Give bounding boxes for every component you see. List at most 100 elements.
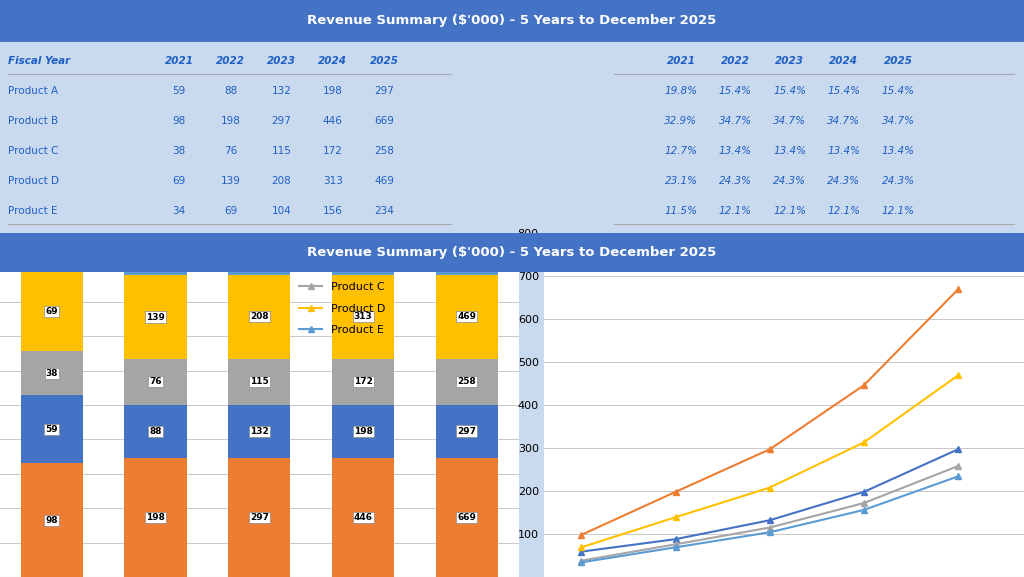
Bar xyxy=(436,358,498,404)
Text: 139: 139 xyxy=(146,313,165,321)
Text: 69: 69 xyxy=(45,307,58,316)
Bar xyxy=(20,232,83,271)
Text: 234: 234 xyxy=(374,206,394,216)
Text: Revenue Summary ($'000) - 5 Years to December 2025: Revenue Summary ($'000) - 5 Years to Dec… xyxy=(307,14,717,27)
Text: 13.4%: 13.4% xyxy=(773,146,806,156)
Text: 34.7%: 34.7% xyxy=(773,116,806,126)
Text: 13.4%: 13.4% xyxy=(827,146,860,156)
Text: 1,927: 1,927 xyxy=(368,236,400,246)
Text: Product C: Product C xyxy=(8,146,58,156)
Bar xyxy=(20,463,83,577)
Bar xyxy=(125,234,186,275)
Text: 100.0%: 100.0% xyxy=(768,236,811,246)
Text: 38: 38 xyxy=(173,146,185,156)
Bar xyxy=(228,405,291,458)
Text: 98: 98 xyxy=(45,516,58,524)
Bar xyxy=(228,275,291,359)
Text: 76: 76 xyxy=(150,377,162,387)
Text: 2025: 2025 xyxy=(884,56,912,66)
Bar xyxy=(125,359,186,404)
Text: 469: 469 xyxy=(458,312,476,321)
Text: 2022: 2022 xyxy=(721,56,750,66)
Text: 2021: 2021 xyxy=(667,56,695,66)
Text: 669: 669 xyxy=(458,513,476,522)
Text: 571: 571 xyxy=(219,236,242,246)
Text: 156: 156 xyxy=(323,206,343,216)
Text: 24.3%: 24.3% xyxy=(827,176,860,186)
Text: 12.1%: 12.1% xyxy=(719,206,752,216)
Text: 208: 208 xyxy=(271,176,292,186)
Text: 98: 98 xyxy=(173,116,185,126)
Bar xyxy=(228,234,291,275)
Text: 172: 172 xyxy=(353,377,373,386)
Text: 24.3%: 24.3% xyxy=(719,176,752,186)
Text: 24.3%: 24.3% xyxy=(882,176,914,186)
Text: 1,285: 1,285 xyxy=(316,236,349,246)
Text: 2024: 2024 xyxy=(829,56,858,66)
Text: Product B: Product B xyxy=(8,116,58,126)
Text: 115: 115 xyxy=(271,146,292,156)
Bar xyxy=(20,351,83,395)
Text: Revenue Summary ($'000) - 5 Years to December 2025: Revenue Summary ($'000) - 5 Years to Dec… xyxy=(307,246,717,259)
Text: Fiscal Year: Fiscal Year xyxy=(8,56,71,66)
Text: Product E: Product E xyxy=(8,206,57,216)
Text: 297: 297 xyxy=(458,426,476,436)
Text: 313: 313 xyxy=(353,312,373,321)
Text: Product A: Product A xyxy=(8,86,58,96)
Text: 24.3%: 24.3% xyxy=(773,176,806,186)
Text: 76: 76 xyxy=(224,146,237,156)
Text: Total Revenue: Total Revenue xyxy=(8,236,91,246)
Text: 198: 198 xyxy=(220,116,241,126)
Text: 13.4%: 13.4% xyxy=(882,146,914,156)
Text: 100.0%: 100.0% xyxy=(822,236,865,246)
Text: 198: 198 xyxy=(146,513,165,522)
Text: 446: 446 xyxy=(323,116,343,126)
Text: 297: 297 xyxy=(168,236,190,246)
Text: 198: 198 xyxy=(353,426,373,436)
Text: 139: 139 xyxy=(220,176,241,186)
Text: 132: 132 xyxy=(271,86,292,96)
Text: 172: 172 xyxy=(323,146,343,156)
Bar xyxy=(228,458,291,577)
Bar xyxy=(125,404,186,458)
Text: 19.8%: 19.8% xyxy=(665,86,697,96)
Text: 469: 469 xyxy=(374,176,394,186)
Text: 34: 34 xyxy=(173,206,185,216)
Text: 32.9%: 32.9% xyxy=(665,116,697,126)
Text: 2023: 2023 xyxy=(775,56,804,66)
Text: 132: 132 xyxy=(250,427,268,436)
Text: 2025: 2025 xyxy=(370,56,398,66)
Text: 297: 297 xyxy=(250,513,269,522)
Text: 115: 115 xyxy=(250,377,268,386)
Text: 258: 258 xyxy=(374,146,394,156)
Bar xyxy=(436,458,498,577)
Bar xyxy=(332,233,394,275)
Text: 38: 38 xyxy=(46,369,58,378)
Text: 104: 104 xyxy=(250,250,268,259)
Text: 2022: 2022 xyxy=(216,56,245,66)
Text: 669: 669 xyxy=(374,116,394,126)
Text: 59: 59 xyxy=(173,86,185,96)
Text: 69: 69 xyxy=(150,250,162,259)
Bar xyxy=(436,275,498,358)
Text: 198: 198 xyxy=(323,86,343,96)
Bar xyxy=(125,275,186,359)
Text: 234: 234 xyxy=(458,249,476,258)
Text: Product D: Product D xyxy=(8,176,59,186)
Text: 34.7%: 34.7% xyxy=(719,116,752,126)
Text: 313: 313 xyxy=(323,176,343,186)
Text: 69: 69 xyxy=(173,176,185,186)
Text: 59: 59 xyxy=(45,425,58,434)
Text: 12.7%: 12.7% xyxy=(665,146,697,156)
Text: 2023: 2023 xyxy=(267,56,296,66)
Text: 15.4%: 15.4% xyxy=(882,86,914,96)
Text: 446: 446 xyxy=(353,513,373,522)
Bar xyxy=(125,458,186,577)
Bar xyxy=(436,233,498,275)
Text: 88: 88 xyxy=(150,427,162,436)
Text: 69: 69 xyxy=(224,206,237,216)
Text: 34: 34 xyxy=(45,247,58,256)
Text: 100.0%: 100.0% xyxy=(659,236,702,246)
Bar xyxy=(332,358,394,404)
Bar xyxy=(332,458,394,577)
